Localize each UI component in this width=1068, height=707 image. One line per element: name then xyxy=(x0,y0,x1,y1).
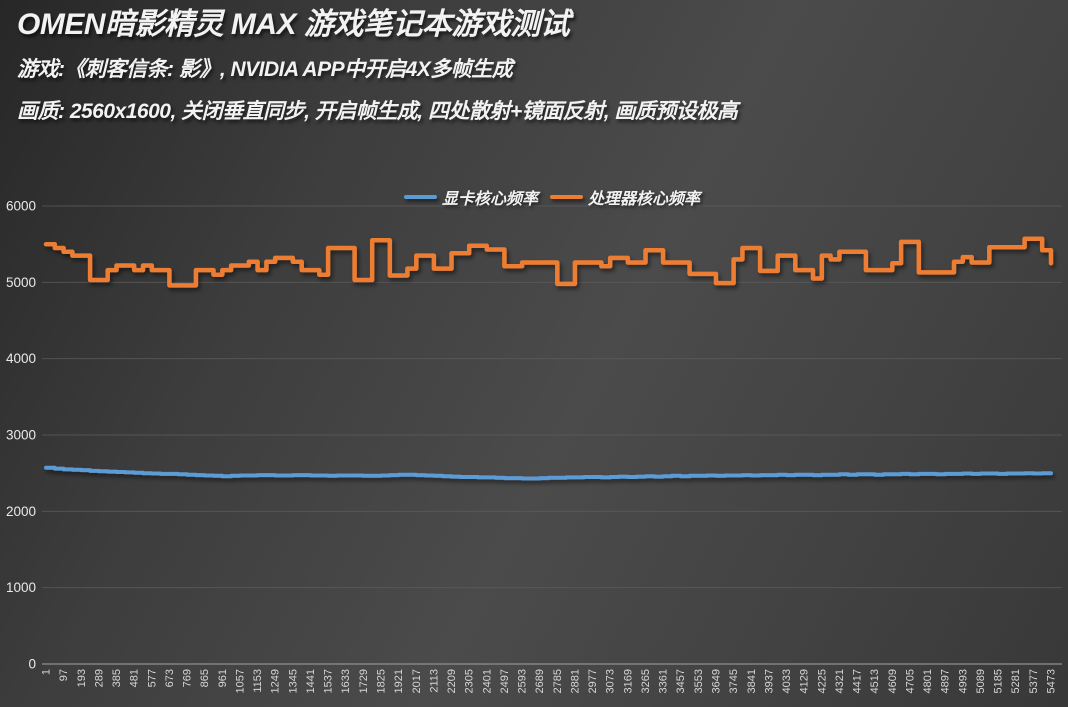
svg-text:2785: 2785 xyxy=(552,669,564,693)
legend-label-gpu: 显卡核心频率 xyxy=(441,191,538,208)
svg-text:2593: 2593 xyxy=(517,669,529,693)
svg-text:5089: 5089 xyxy=(975,669,987,693)
svg-text:1057: 1057 xyxy=(234,669,246,693)
svg-text:1345: 1345 xyxy=(287,669,299,693)
svg-text:3841: 3841 xyxy=(746,669,758,693)
svg-text:2017: 2017 xyxy=(411,669,423,693)
svg-text:6000: 6000 xyxy=(6,199,36,214)
svg-text:481: 481 xyxy=(129,669,141,687)
svg-text:577: 577 xyxy=(146,669,158,687)
svg-text:3457: 3457 xyxy=(675,669,687,693)
svg-text:769: 769 xyxy=(182,669,194,687)
svg-text:1000: 1000 xyxy=(6,580,36,595)
svg-text:1249: 1249 xyxy=(270,669,282,693)
x-axis-labels: 1 97 193 289 385 481 577 673 769 865 961 1057 1153 12… xyxy=(41,669,1058,693)
svg-text:5185: 5185 xyxy=(993,669,1005,693)
svg-text:4897: 4897 xyxy=(940,669,952,693)
svg-text:4993: 4993 xyxy=(957,669,969,693)
svg-text:5000: 5000 xyxy=(6,275,36,290)
svg-text:5377: 5377 xyxy=(1028,669,1040,693)
y-axis-labels: 0 1000 2000 3000 4000 5000 6000 xyxy=(6,199,36,672)
svg-text:3361: 3361 xyxy=(658,669,670,693)
svg-text:865: 865 xyxy=(199,669,211,687)
svg-text:3649: 3649 xyxy=(711,669,723,693)
gridlines xyxy=(42,205,1062,665)
svg-text:385: 385 xyxy=(111,669,123,687)
svg-text:4000: 4000 xyxy=(6,351,36,366)
svg-text:4321: 4321 xyxy=(834,669,846,693)
svg-text:3265: 3265 xyxy=(640,669,652,693)
svg-text:3937: 3937 xyxy=(763,669,775,693)
svg-text:2401: 2401 xyxy=(481,669,493,693)
svg-text:4129: 4129 xyxy=(799,669,811,693)
svg-text:2881: 2881 xyxy=(569,669,581,693)
svg-text:2689: 2689 xyxy=(534,669,546,693)
legend-item-gpu: 显卡核心频率 xyxy=(403,185,538,209)
legend-label-cpu: 处理器核心频率 xyxy=(588,191,701,208)
svg-text:2000: 2000 xyxy=(6,504,36,519)
svg-text:2497: 2497 xyxy=(499,669,511,693)
svg-text:289: 289 xyxy=(93,669,105,687)
svg-text:1633: 1633 xyxy=(340,669,352,693)
svg-text:2113: 2113 xyxy=(428,669,440,693)
svg-text:4705: 4705 xyxy=(904,669,916,693)
svg-text:3169: 3169 xyxy=(622,669,634,693)
svg-text:3073: 3073 xyxy=(605,669,617,693)
svg-text:673: 673 xyxy=(164,669,176,687)
chart-legend: 显卡核心频率 处理器核心频率 xyxy=(42,185,1062,209)
legend-item-cpu: 处理器核心频率 xyxy=(550,185,700,209)
svg-text:1537: 1537 xyxy=(323,669,335,693)
svg-text:5281: 5281 xyxy=(1010,669,1022,693)
subtitle-game-settings: 游戏:《刺客信条: 影》, NVIDIA APP中开启4X多帧生成 xyxy=(17,57,513,81)
svg-text:5473: 5473 xyxy=(1046,669,1058,693)
svg-text:97: 97 xyxy=(58,669,70,681)
svg-text:961: 961 xyxy=(217,669,229,687)
svg-text:2209: 2209 xyxy=(446,669,458,693)
svg-text:1729: 1729 xyxy=(358,669,370,693)
cpu-line-marker-icon xyxy=(550,195,583,199)
svg-text:4033: 4033 xyxy=(781,669,793,693)
svg-text:1441: 1441 xyxy=(305,669,317,693)
svg-text:2305: 2305 xyxy=(464,669,476,693)
chart-header: OMEN暗影精灵 MAX 游戏笔记本游戏测试 游戏:《刺客信条: 影》, NVI… xyxy=(17,8,738,142)
svg-text:4609: 4609 xyxy=(887,669,899,693)
svg-text:4417: 4417 xyxy=(852,669,864,693)
gpu-line-marker-icon xyxy=(403,195,437,199)
subtitle-graphics-settings: 画质: 2560x1600, 关闭垂直同步, 开启帧生成, 四处散射+镜面反射,… xyxy=(17,99,738,123)
svg-text:1921: 1921 xyxy=(393,669,405,693)
svg-text:193: 193 xyxy=(76,669,88,687)
svg-text:2977: 2977 xyxy=(587,669,599,693)
svg-text:3553: 3553 xyxy=(693,669,705,693)
svg-text:3745: 3745 xyxy=(728,669,740,693)
svg-text:3000: 3000 xyxy=(6,428,36,443)
svg-text:1825: 1825 xyxy=(376,669,388,693)
svg-text:4801: 4801 xyxy=(922,669,934,693)
svg-text:0: 0 xyxy=(28,657,36,672)
svg-text:4225: 4225 xyxy=(816,669,828,693)
svg-text:1153: 1153 xyxy=(252,669,264,693)
svg-text:4513: 4513 xyxy=(869,669,881,693)
series-lines xyxy=(43,236,1054,481)
page-title: OMEN暗影精灵 MAX 游戏笔记本游戏测试 xyxy=(17,8,570,41)
svg-text:1: 1 xyxy=(41,669,53,675)
